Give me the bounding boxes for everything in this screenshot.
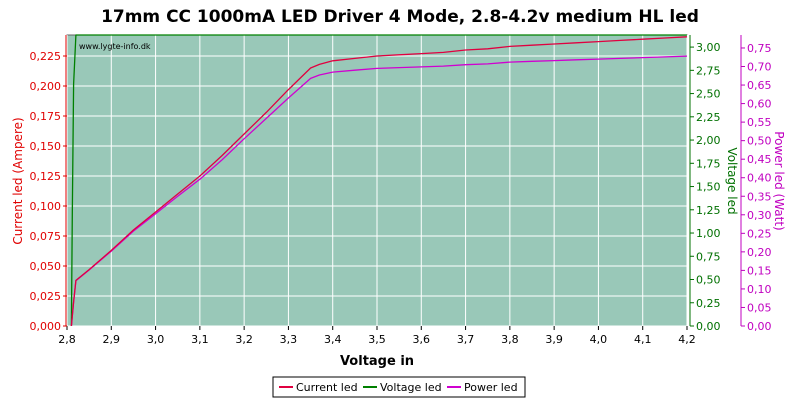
y-right2-tick-label: 0,20 [747,246,772,259]
y-axis-left: 0,000 0,025 0,050 0,075 0,100 0,125 0,150 0,175… [30,35,67,333]
y-left-tick-label: 0,150 [30,140,62,153]
y-right2-tick-label: 0,75 [747,42,772,55]
y-right1-tick-label: 0,50 [696,274,721,287]
series-line-voltage-led [70,34,687,327]
y-right1-tick-label: 1,75 [696,157,721,170]
y-right1-tick-label: 0,25 [696,297,721,310]
y-right1-tick-label: 2,25 [696,111,721,124]
x-tick-label: 3,5 [368,333,386,346]
y-right1-tick-label: 1,50 [696,181,721,194]
series-line-power-led [70,55,688,327]
y-right2-tick-label: 0,45 [747,153,772,166]
y-right2-tick-label: 0,55 [747,116,772,129]
y-right1-tick-label: 2,75 [696,64,721,77]
y-left-tick-label: 0,175 [30,110,62,123]
y-right2-tick-label: 0,05 [747,301,772,314]
y-right1-tick-label: 2,00 [696,134,721,147]
x-tick-label: 4,2 [678,333,696,346]
y-right2-tick-label: 0,60 [747,98,772,111]
x-tick-label: 3,6 [413,333,431,346]
y-right2-tick-label: 0,50 [747,135,772,148]
x-tick-label: 3,7 [457,333,475,346]
x-tick-label: 3,9 [545,333,563,346]
x-tick-label: 3,3 [280,333,298,346]
x-tick-label: 3,0 [147,333,165,346]
series-line-current-led [70,36,688,327]
y-right2-tick-label: 0,30 [747,209,772,222]
y-right1-tick-label: 1,25 [696,204,721,217]
y-left-tick-label: 0,125 [30,170,62,183]
y-right2-tick-label: 0,65 [747,79,772,92]
y-right2-tick-label: 0,10 [747,283,772,296]
y-right2-label: Power led (Watt) [772,131,786,230]
x-axis: 2,8 2,9 3,0 3,1 3,2 3,3 3,4 3,5 3,6 3,7 3,8 3,9 4,0 4… [58,326,696,346]
legend-box [272,376,526,398]
chart-title: 17mm CC 1000mA LED Driver 4 Mode, 2.8-4.… [101,7,699,27]
y-right1-tick-label: 3,00 [696,41,721,54]
y-left-tick-label: 0,050 [30,260,62,273]
legend: Current led Voltage led Power led [272,376,526,398]
series-layer [70,34,688,327]
y-left-tick-label: 0,000 [30,320,62,333]
y-left-tick-label: 0,225 [30,50,62,63]
legend-label: Current led [296,381,358,394]
y-right2-tick-label: 0,00 [747,320,772,333]
y-right1-label: Voltage led [725,147,739,214]
x-tick-label: 3,1 [191,333,209,346]
x-tick-label: 2,8 [58,333,76,346]
y-left-tick-label: 0,100 [30,200,62,213]
x-tick-label: 3,4 [324,333,342,346]
x-axis-label: Voltage in [340,354,414,369]
y-left-tick-label: 0,025 [30,290,62,303]
y-right2-tick-label: 0,15 [747,264,772,277]
legend-label: Power led [464,381,518,394]
y-right2-tick-label: 0,25 [747,227,772,240]
y-left-label: Current led (Ampere) [11,117,25,244]
watermark: www.lygte-info.dk [79,42,151,51]
y-right2-tick-label: 0,35 [747,190,772,203]
y-right1-tick-label: 1,00 [696,227,721,240]
y-right2-tick-label: 0,70 [747,61,772,74]
y-right2-tick-label: 0,40 [747,172,772,185]
x-tick-label: 3,2 [235,333,253,346]
x-tick-label: 4,1 [634,333,652,346]
y-left-tick-label: 0,200 [30,80,62,93]
y-right1-tick-label: 0,75 [696,250,721,263]
x-tick-label: 3,8 [501,333,519,346]
x-tick-label: 4,0 [590,333,608,346]
y-axis-right-power: 0,00 0,05 0,10 0,15 0,20 0,25 0,30 0,35 0,40 0,45… [740,35,772,333]
x-tick-label: 2,9 [103,333,121,346]
legend-label: Voltage led [380,381,442,394]
y-right1-tick-label: 2,50 [696,88,721,101]
y-axis-right-voltage: 0,00 0,25 0,50 0,75 1,00 1,25 1,50 1,75 2,00 2,25… [689,35,721,333]
y-right1-tick-label: 0,00 [696,320,721,333]
y-left-tick-label: 0,075 [30,230,62,243]
